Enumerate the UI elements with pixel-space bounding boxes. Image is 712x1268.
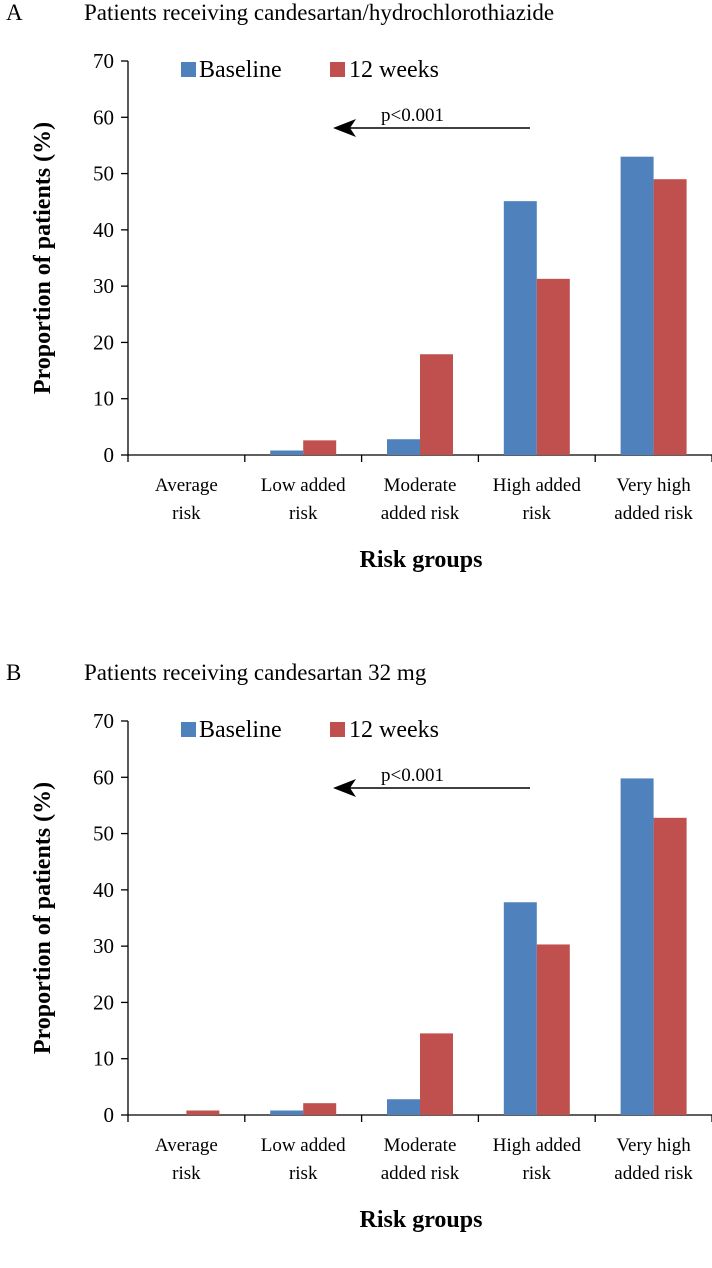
bar-12-weeks [303, 1103, 337, 1115]
bar-baseline [387, 439, 420, 455]
bar-12-weeks [536, 944, 570, 1115]
legend-swatch-baseline [181, 62, 196, 77]
y-tick-label: 70 [93, 709, 114, 733]
category-label: risk [289, 1163, 318, 1184]
bar-12-weeks [536, 278, 570, 455]
y-tick-label: 30 [93, 934, 114, 958]
y-axis-title: Proportion of patients (%) [30, 782, 56, 1054]
bar-baseline [503, 902, 537, 1115]
category-label: risk [523, 503, 552, 524]
category-label: risk [289, 503, 318, 524]
panel-letter: B [6, 660, 22, 685]
bar-chart-a: 0 10 20 30 40 50 60 70 Average risk Low added risk M… [30, 49, 712, 573]
legend-swatch-12-weeks [330, 722, 345, 737]
bar-12-weeks [653, 817, 687, 1115]
category-label: Moderate [384, 475, 457, 496]
y-tick-label: 20 [93, 330, 114, 354]
bar-12-weeks [420, 354, 453, 455]
y-tick-label: 60 [93, 765, 114, 789]
category-label: added risk [381, 1163, 460, 1184]
arrow-head-icon [333, 779, 356, 797]
bar-baseline [270, 1110, 304, 1115]
legend-swatch-baseline [181, 722, 196, 737]
panel-title: Patients receiving candesartan 32 mg [84, 660, 427, 685]
bar-chart-b: 0 10 20 30 40 50 60 70 Average risk Low added risk M… [30, 709, 712, 1233]
category-label: Moderate [384, 1135, 457, 1156]
panel-letter: A [6, 0, 23, 25]
arrow-head-icon [333, 119, 356, 137]
category-label: Low added [261, 1135, 346, 1156]
y-tick-label: 40 [93, 218, 114, 242]
category-label: Average [155, 475, 218, 496]
y-tick-label: 30 [93, 274, 114, 298]
category-label: risk [172, 1163, 201, 1184]
bar-12-weeks [653, 179, 687, 455]
y-tick-label: 60 [93, 105, 114, 129]
category-label: added risk [614, 1163, 693, 1184]
legend-label: 12 weeks [349, 717, 439, 743]
y-tick-label: 40 [93, 878, 114, 902]
bar-baseline [503, 201, 537, 455]
category-label: High added [493, 1135, 582, 1156]
category-label: Very high [616, 475, 691, 496]
bar-baseline [620, 156, 654, 455]
p-value-annotation: p<0.001 [381, 105, 444, 126]
x-axis-title: Risk groups [360, 1207, 483, 1233]
y-tick-label: 50 [93, 822, 114, 846]
y-tick-label: 0 [104, 443, 115, 467]
category-label: Very high [616, 1135, 691, 1156]
y-axis-title: Proportion of patients (%) [30, 122, 56, 394]
legend-label: Baseline [199, 717, 282, 743]
category-label: added risk [614, 503, 693, 524]
y-tick-label: 20 [93, 990, 114, 1014]
bar-baseline [620, 778, 654, 1115]
y-tick-label: 10 [93, 1047, 114, 1071]
category-label: risk [523, 1163, 552, 1184]
panel-b: B Patients receiving candesartan 32 mg 0… [0, 660, 712, 1260]
x-axis-title: Risk groups [360, 547, 483, 573]
category-label: added risk [381, 503, 460, 524]
panel-title: Patients receiving candesartan/hydrochlo… [84, 0, 555, 25]
legend-label: Baseline [199, 57, 282, 83]
legend-swatch-12-weeks [330, 62, 345, 77]
y-tick-label: 70 [93, 49, 114, 73]
category-label: High added [493, 475, 582, 496]
category-label: Average [155, 1135, 218, 1156]
y-tick-label: 10 [93, 387, 114, 411]
bar-12-weeks [303, 440, 337, 455]
bar-12-weeks [420, 1033, 453, 1115]
panel-a: A Patients receiving candesartan/hydroch… [0, 0, 712, 600]
bar-12-weeks [186, 1110, 220, 1115]
bar-baseline [270, 450, 304, 455]
category-label: risk [172, 503, 201, 524]
legend-label: 12 weeks [349, 57, 439, 83]
y-tick-label: 0 [104, 1103, 115, 1127]
category-label: Low added [261, 475, 346, 496]
y-tick-label: 50 [93, 162, 114, 186]
bar-baseline [387, 1099, 420, 1115]
p-value-annotation: p<0.001 [381, 765, 444, 786]
